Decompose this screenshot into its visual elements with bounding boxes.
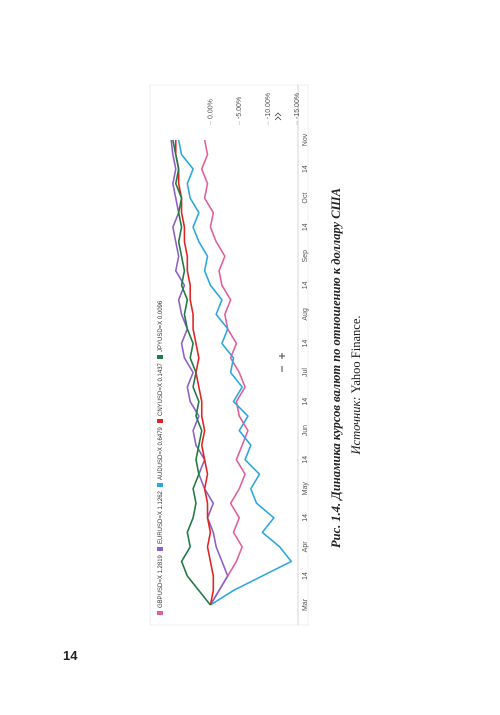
legend-swatch: [157, 547, 163, 551]
legend-entry: AUDUSD=X 0.6479: [158, 426, 164, 480]
legend-name: JPYUSD=X: [158, 321, 164, 352]
chevron: [274, 116, 282, 121]
x-tick-label: 14: [302, 281, 309, 289]
zoom-controls[interactable]: [279, 353, 285, 372]
y-tick-label: -15.00%: [294, 93, 301, 119]
y-tick-label: -5.00%: [236, 97, 243, 119]
y-tick-label: -10.00%: [265, 93, 272, 119]
x-tick-label: Jun: [302, 425, 309, 436]
chevron: [274, 112, 282, 117]
figure-caption: Рис. 1.4. Динамика курсов валют по отнош…: [329, 188, 343, 548]
series-line: [170, 139, 229, 606]
figure-source: Источник: Yahoo Finance.: [349, 316, 363, 456]
legend-quote: 1.2819: [158, 554, 164, 573]
legend-name: GBPUSD=X: [158, 575, 164, 608]
x-tick-label: Sep: [302, 250, 309, 263]
x-tick-label: 14: [302, 165, 309, 173]
x-tick-label: Jul: [302, 368, 309, 377]
x-tick-label: 14: [302, 572, 309, 580]
legend-name: AUDUSD=X: [158, 447, 164, 480]
x-tick-label: 14: [302, 223, 309, 231]
legend-swatch: [157, 419, 163, 423]
x-tick-label: 14: [302, 339, 309, 347]
x-tick-label: May: [302, 482, 309, 496]
x-tick-label: 14: [302, 398, 309, 406]
chart-frame: [149, 84, 309, 626]
legend-swatch: [157, 355, 163, 359]
legend-swatch: [157, 611, 163, 615]
legend-name: CNYUSD=X: [158, 383, 164, 416]
x-tick-label: Nov: [302, 133, 309, 146]
x-tick-label: 14: [302, 456, 309, 464]
source-label: Источник:: [349, 397, 363, 456]
x-tick-label: 14: [302, 514, 309, 522]
legend-quote: 1.1262: [158, 490, 164, 509]
legend-entry: EURUSD=X 1.1262: [158, 490, 164, 544]
legend-name: EURUSD=X: [158, 511, 164, 544]
legend-entry: GBPUSD=X 1.2819: [158, 554, 164, 608]
series-line: [177, 139, 293, 606]
x-tick-label: Mar: [302, 598, 309, 611]
legend-quote: 0.6479: [158, 426, 164, 445]
legend-swatch: [157, 483, 163, 487]
x-tick-label: Aug: [302, 308, 309, 321]
page-number: 14: [63, 648, 78, 663]
chart: 0.00% -5.00% -10.00% -15.00% Mar 14 Apr 14 May 14…: [149, 84, 309, 626]
legend-quote: 0.0096: [158, 300, 164, 319]
y-tick-label: 0.00%: [207, 99, 214, 119]
x-tick-label: Oct: [302, 193, 309, 204]
legend-entry: JPYUSD=X 0.0096: [158, 300, 164, 352]
expand-icon[interactable]: [274, 112, 282, 121]
legend-quote: 0.1437: [158, 362, 164, 381]
source-name: Yahoo Finance.: [349, 316, 363, 394]
x-tick-label: Apr: [302, 541, 309, 553]
legend-entry: CNYUSD=X 0.1437: [158, 362, 164, 416]
series-line: [172, 139, 212, 606]
series-line: [200, 139, 249, 606]
